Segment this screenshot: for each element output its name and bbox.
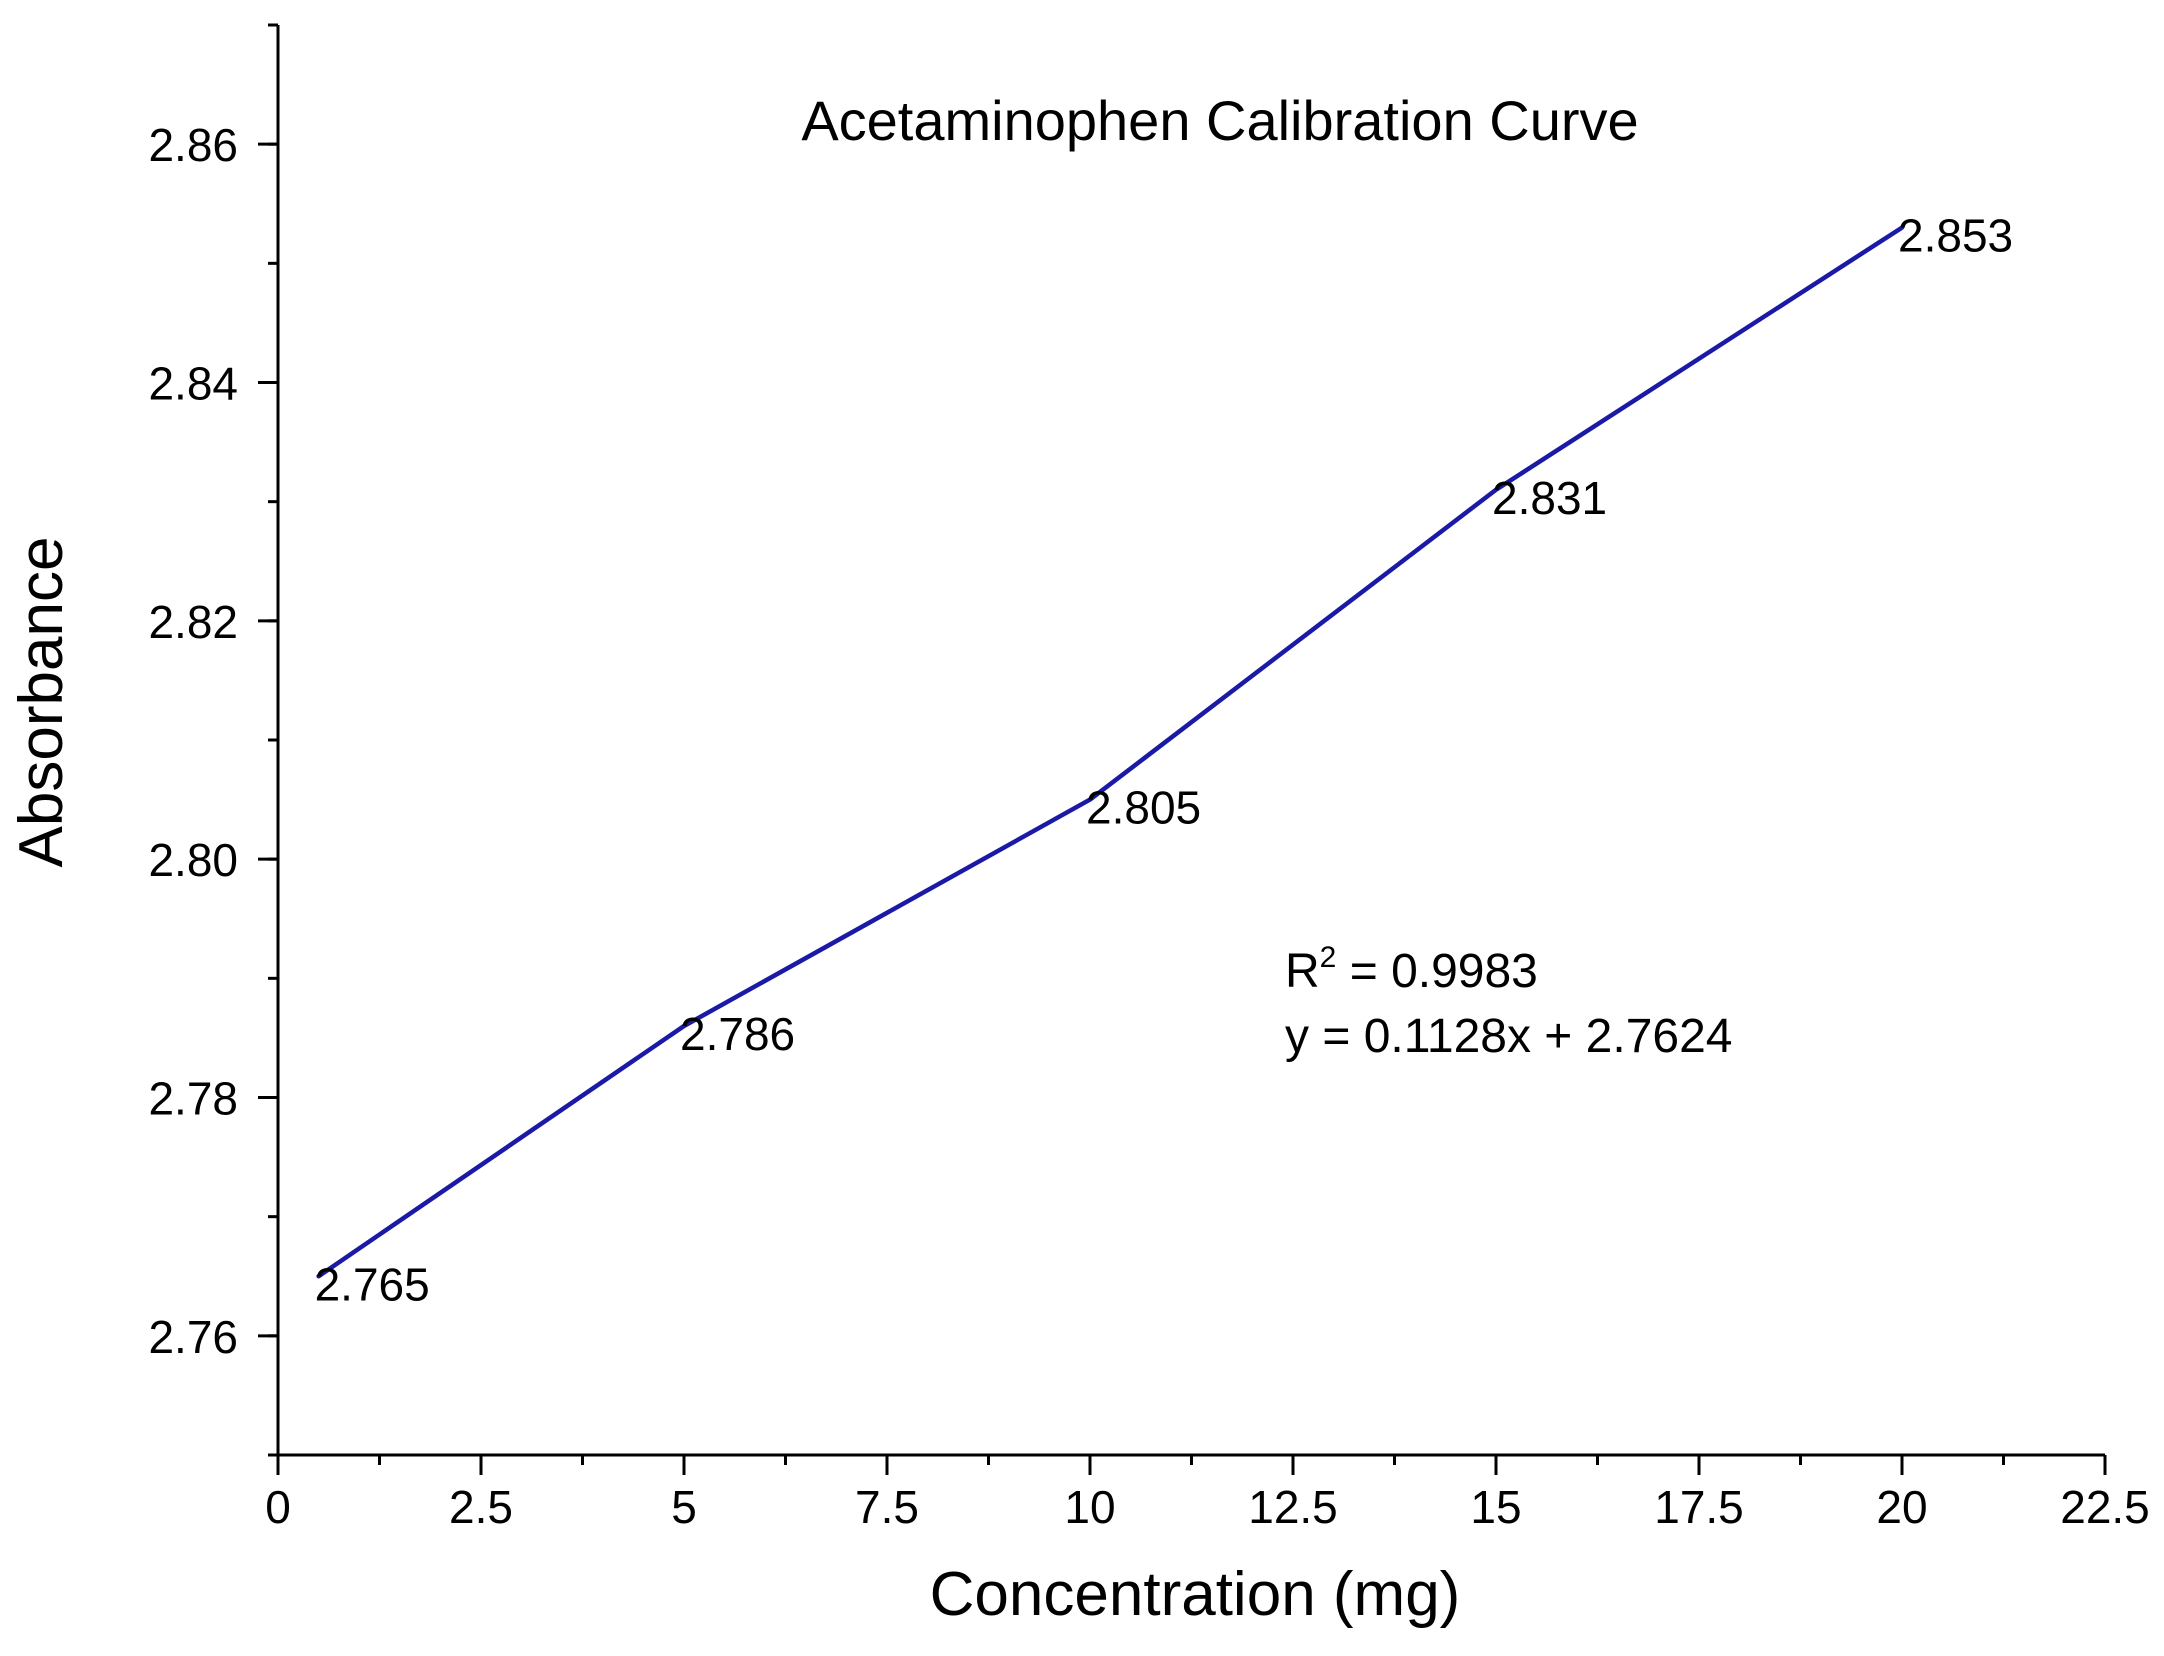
series-line <box>316 225 1905 1279</box>
y-tick-label: 2.86 <box>148 119 238 171</box>
x-tick-label: 7.5 <box>855 1481 919 1533</box>
data-label: 2.831 <box>1492 472 1607 524</box>
x-tick-label: 22.5 <box>2060 1481 2150 1533</box>
data-label: 2.765 <box>315 1258 430 1310</box>
x-tick-label: 5 <box>671 1481 697 1533</box>
x-tick-label: 17.5 <box>1654 1481 1744 1533</box>
y-tick-label: 2.80 <box>148 834 238 886</box>
y-axis-label: Absorbance <box>7 537 76 868</box>
regression-equation: y = 0.1128x + 2.7624 <box>1285 1010 1732 1063</box>
r-squared-superscript: 2 <box>1320 941 1337 974</box>
x-tick-label: 20 <box>1876 1481 1927 1533</box>
data-label: 2.786 <box>680 1008 795 1060</box>
x-tick-label: 0 <box>265 1481 291 1533</box>
r-squared-prefix: R <box>1285 945 1320 998</box>
x-tick-label: 15 <box>1470 1481 1521 1533</box>
y-tick-label: 2.76 <box>148 1311 238 1363</box>
x-tick-label: 2.5 <box>449 1481 513 1533</box>
y-tick-label: 2.84 <box>148 358 238 410</box>
r-squared-annotation: R2 = 0.9983 <box>1285 941 1538 998</box>
y-tick-label: 2.82 <box>148 596 238 648</box>
data-marks: 2.765 2.786 2.805 2.831 2.853 <box>315 210 2014 1311</box>
data-label: 2.853 <box>1898 210 2013 262</box>
x-tick-label: 12.5 <box>1248 1481 1338 1533</box>
r-squared-value: = 0.9983 <box>1336 945 1538 998</box>
x-tick-label: 10 <box>1064 1481 1115 1533</box>
axes: 0 2.5 5 7.5 10 12.5 15 17.5 20 22.5 2.76 2.78 2.80 2.… <box>148 23 2150 1533</box>
y-tick-label: 2.78 <box>148 1073 238 1125</box>
data-label: 2.805 <box>1086 782 1201 834</box>
x-axis-label: Concentration (mg) <box>930 1560 1461 1629</box>
chart-title: Acetaminophen Calibration Curve <box>801 89 1638 152</box>
